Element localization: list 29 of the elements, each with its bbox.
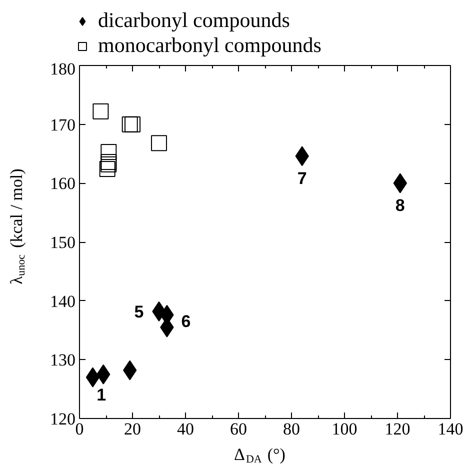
x-tick-label: 40: [177, 420, 194, 438]
y-tick-label: 130: [50, 350, 76, 370]
x-tick-label: 80: [283, 420, 300, 438]
x-tick-label: 20: [124, 420, 141, 438]
point: [151, 135, 167, 152]
x-tick-label: 100: [332, 420, 358, 438]
y-axis-title: λunoc (kcal / mol): [7, 168, 28, 284]
annotation: 5: [134, 302, 144, 322]
point: [100, 144, 117, 160]
point: [92, 103, 109, 120]
x-tick-label: 0: [75, 420, 84, 438]
annotation: 1: [96, 385, 106, 404]
y-tick-label: 160: [50, 174, 76, 194]
annotation: 6: [181, 312, 191, 331]
x-tick-label: 140: [438, 420, 464, 438]
x-tick-label: 120: [384, 420, 410, 438]
y-tick-label: 140: [50, 292, 76, 311]
point: [99, 161, 116, 178]
x-tick-label: 60: [230, 420, 247, 438]
y-tick-label: 180: [50, 60, 76, 78]
y-tick-label: 150: [50, 233, 76, 252]
legend-label: dicarbonyl compounds: [98, 8, 290, 33]
y-tick-label: 170: [50, 115, 76, 134]
annotation: 7: [297, 169, 307, 188]
annotation: 8: [395, 196, 405, 216]
point: [86, 367, 100, 388]
legend-label: monocarbonyl compounds: [98, 33, 322, 58]
point: [124, 116, 140, 132]
point: [122, 116, 138, 132]
